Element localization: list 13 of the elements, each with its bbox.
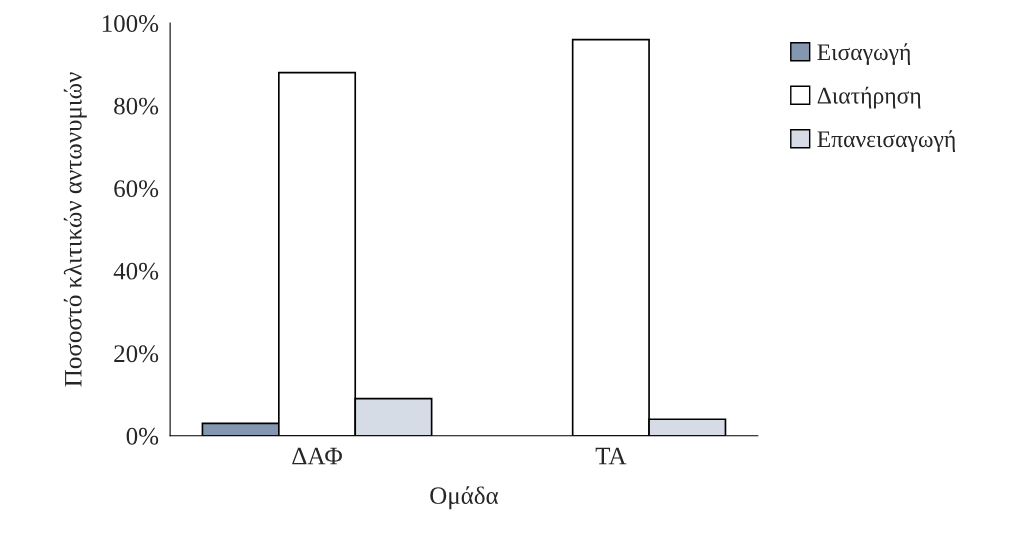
y-tick-label: 100%	[102, 15, 159, 33]
x-tick-label: ΤΑ	[595, 447, 627, 465]
y-tick-label: 0%	[126, 427, 159, 445]
legend-label: Εισαγωγή	[817, 43, 911, 65]
legend-label: Επανεισαγωγή	[817, 130, 956, 152]
y-tick-label: 20%	[114, 345, 159, 363]
legend-label: Διατήρηση	[817, 86, 921, 109]
y-tick-label: 80%	[114, 97, 159, 115]
y-axis-title: Ποσοστό κλιτικών αντωνυμιών	[63, 72, 87, 387]
y-tick-label: 60%	[114, 180, 159, 198]
x-axis-title: Ομάδα	[430, 486, 499, 510]
y-tick-label: 40%	[113, 262, 159, 280]
x-tick-label: ΔΑΦ	[292, 447, 342, 465]
